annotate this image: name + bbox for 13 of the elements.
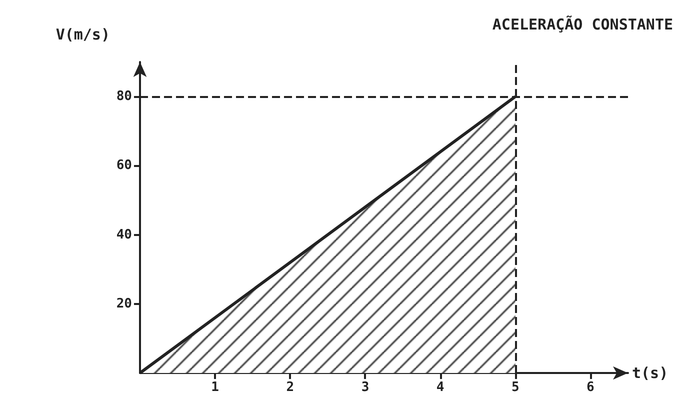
y-tick-label: 60 (116, 158, 132, 174)
y-axis-title: V(m/s) (56, 26, 110, 44)
x-axis-title: t(s) (632, 364, 668, 382)
x-tick-label: 3 (361, 380, 370, 395)
x-tick-label: 4 (436, 380, 444, 395)
y-tick-label: 20 (116, 296, 132, 312)
chart-title: ACELERAÇÃO CONSTANTE (492, 16, 674, 34)
y-tick-label: 40 (116, 227, 132, 242)
x-tick-label: 5 (511, 380, 520, 395)
x-tick-label: 6 (586, 380, 595, 395)
x-tick-label: 1 (211, 380, 220, 395)
y-tick-label: 80 (116, 89, 132, 104)
x-tick-label: 2 (286, 380, 294, 395)
